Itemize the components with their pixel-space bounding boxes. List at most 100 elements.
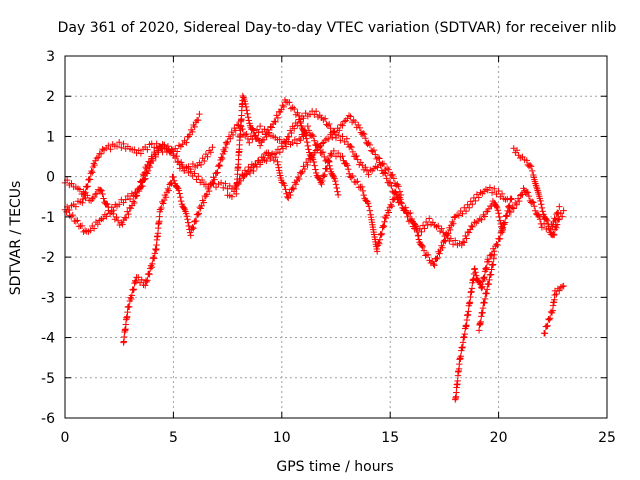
data-point — [173, 153, 180, 160]
data-point — [407, 209, 414, 217]
data-point — [106, 210, 114, 217]
data-point — [92, 157, 99, 164]
data-point — [298, 170, 305, 177]
data-point — [261, 126, 268, 133]
data-point — [343, 135, 351, 143]
data-point — [305, 155, 313, 162]
data-point — [337, 137, 344, 144]
data-point — [113, 213, 120, 221]
data-point — [538, 224, 546, 231]
data-point — [334, 191, 342, 199]
data-point — [396, 188, 404, 195]
data-point — [237, 177, 245, 185]
data-point — [558, 283, 566, 290]
data-point — [407, 216, 414, 224]
data-point — [450, 220, 457, 227]
data-point — [465, 308, 472, 315]
data-point — [183, 139, 190, 146]
data-point — [455, 212, 463, 219]
data-point — [510, 145, 517, 152]
data-point — [312, 108, 320, 115]
data-point — [100, 195, 107, 202]
y-tick-label: -4 — [41, 331, 55, 347]
data-point — [155, 149, 162, 156]
data-point — [218, 155, 226, 163]
data-point — [191, 123, 198, 131]
data-point — [494, 207, 502, 214]
data-point — [183, 164, 190, 172]
data-point — [358, 183, 366, 191]
data-point — [110, 207, 117, 214]
data-point — [447, 226, 454, 234]
data-point — [205, 187, 213, 195]
data-point — [491, 185, 498, 192]
data-point — [305, 146, 312, 153]
data-point — [256, 159, 264, 166]
data-point — [69, 211, 76, 219]
data-point — [495, 210, 502, 217]
data-point — [346, 170, 353, 178]
data-point — [274, 161, 282, 168]
data-point — [459, 210, 466, 217]
data-point — [482, 289, 490, 297]
data-point — [131, 199, 138, 207]
data-point — [403, 209, 410, 216]
data-point — [369, 148, 376, 155]
data-point — [293, 140, 301, 147]
data-point — [218, 154, 225, 161]
data-point — [99, 145, 106, 153]
grid-lines — [65, 56, 607, 418]
data-point — [325, 157, 332, 165]
data-point — [490, 255, 497, 263]
data-point — [362, 135, 369, 142]
data-point — [508, 195, 515, 203]
data-point — [97, 186, 104, 194]
data-point — [420, 247, 428, 254]
data-point — [248, 164, 256, 171]
data-point — [151, 150, 158, 158]
data-point — [467, 198, 474, 205]
series-track-12 — [540, 282, 567, 337]
data-point — [468, 222, 475, 230]
data-point — [181, 205, 188, 212]
data-point — [285, 133, 293, 141]
data-point — [382, 214, 390, 222]
data-point — [507, 208, 515, 216]
data-point — [120, 140, 127, 148]
data-point — [281, 182, 288, 189]
data-point — [318, 140, 326, 147]
data-point — [240, 94, 247, 101]
data-point — [76, 186, 84, 193]
data-point — [370, 146, 378, 154]
x-tick-label: 25 — [598, 430, 616, 446]
data-point — [205, 183, 212, 191]
series-track-3 — [63, 138, 216, 214]
data-point — [495, 187, 502, 195]
data-point — [489, 261, 497, 268]
data-point — [480, 299, 488, 306]
data-point — [150, 255, 158, 262]
data-point — [353, 152, 360, 160]
data-point — [537, 197, 544, 205]
data-point — [282, 139, 289, 147]
data-point — [354, 178, 361, 185]
data-point — [539, 208, 546, 215]
data-point — [468, 285, 476, 292]
data-point — [389, 171, 396, 178]
data-point — [501, 219, 509, 226]
data-point — [443, 230, 450, 237]
x-axis-label: GPS time / hours — [276, 459, 393, 475]
data-point — [529, 198, 536, 205]
data-point — [274, 158, 281, 166]
data-point — [83, 183, 91, 191]
data-point — [245, 117, 252, 124]
data-point — [114, 217, 122, 224]
data-point — [366, 207, 374, 214]
data-point — [527, 163, 535, 170]
data-point — [318, 180, 325, 188]
data-point — [333, 184, 340, 192]
y-tick-label: -2 — [41, 250, 55, 266]
data-point — [130, 286, 137, 294]
data-point — [289, 184, 296, 192]
